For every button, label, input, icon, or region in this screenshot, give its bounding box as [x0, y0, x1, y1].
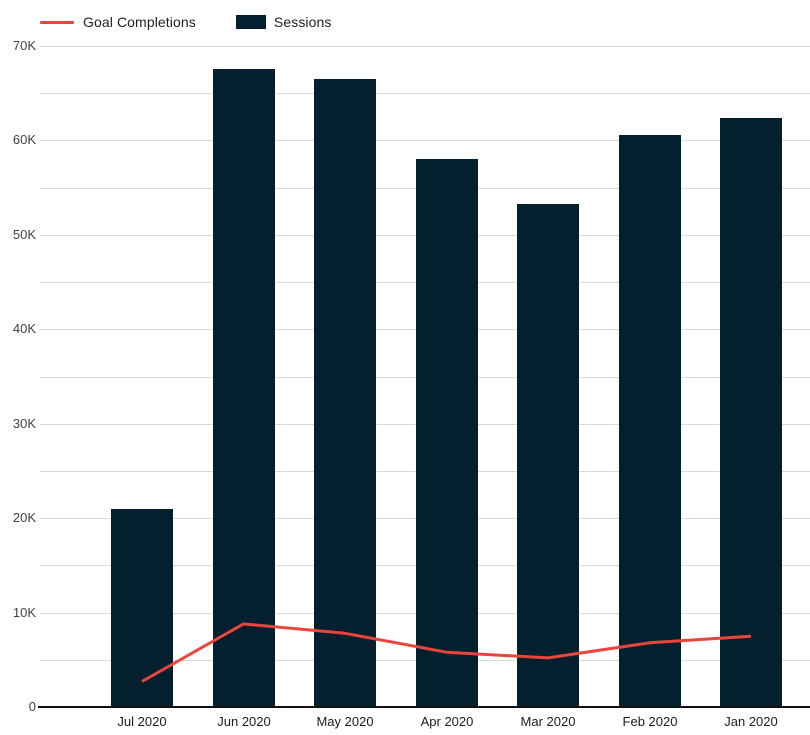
gridline-70000 [40, 46, 810, 47]
bar-sessions-feb-2020[interactable] [619, 135, 681, 707]
legend-item-goal-completions[interactable]: Goal Completions [40, 14, 226, 30]
x-axis-label-mar-2020: Mar 2020 [520, 714, 576, 729]
x-axis-label-jun-2020: Jun 2020 [217, 714, 271, 729]
y-axis-label-60K: 60K [12, 132, 36, 147]
y-axis-label-40K: 40K [12, 321, 36, 336]
bar-sessions-apr-2020[interactable] [416, 159, 478, 707]
x-axis-label-feb-2020: Feb 2020 [622, 714, 678, 729]
x-axis-label-may-2020: May 2020 [316, 714, 374, 729]
y-axis-label-10K: 10K [12, 605, 36, 620]
legend-label-sessions: Sessions [273, 14, 332, 30]
chart-legend: Goal Completions Sessions [40, 10, 362, 34]
bar-sessions-jun-2020[interactable] [213, 69, 275, 707]
x-axis-line [38, 706, 810, 708]
x-axis-label-jul-2020: Jul 2020 [117, 714, 167, 729]
goal-completions-line-swatch-icon [40, 20, 74, 24]
bar-sessions-mar-2020[interactable] [517, 204, 579, 707]
x-axis-label-apr-2020: Apr 2020 [420, 714, 474, 729]
legend-item-sessions[interactable]: Sessions [235, 14, 362, 30]
y-axis-label-30K: 30K [12, 416, 36, 431]
bar-sessions-jul-2020[interactable] [111, 509, 173, 707]
y-axis-label-70K: 70K [12, 38, 36, 53]
legend-label-goal-completions: Goal Completions [83, 14, 196, 30]
sessions-rect-swatch-icon [235, 15, 266, 29]
bar-sessions-jan-2020[interactable] [720, 118, 782, 707]
bar-sessions-may-2020[interactable] [314, 79, 376, 707]
y-axis-label-20K: 20K [12, 510, 36, 525]
y-axis-label-50K: 50K [12, 227, 36, 242]
gridline-65000 [40, 93, 810, 94]
gridline-60000 [40, 140, 810, 141]
y-axis-label-0: 0 [28, 699, 36, 714]
x-axis-label-jan-2020: Jan 2020 [724, 714, 778, 729]
